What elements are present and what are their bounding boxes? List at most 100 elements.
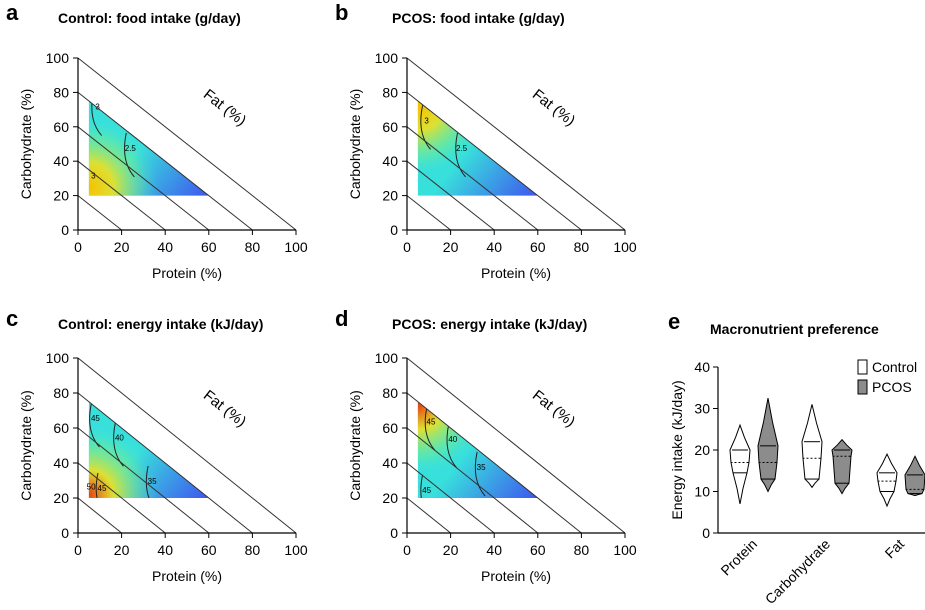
legend-swatch	[857, 379, 868, 395]
y-axis-title: Carbohydrate (%)	[347, 89, 363, 200]
x-tick-label: 80	[574, 542, 590, 558]
x-tick-label: 80	[245, 239, 261, 255]
panel-title: Macronutrient preference	[710, 321, 879, 337]
contour-line	[474, 451, 486, 497]
violin-control	[876, 452, 898, 508]
fat-isoline	[406, 392, 582, 534]
x-tick-label: 20	[443, 239, 459, 255]
x-tick-label: 0	[74, 542, 82, 558]
y-tick-label: 100	[46, 350, 70, 366]
contour-line	[455, 132, 466, 178]
y-tick-label: 80	[53, 385, 69, 401]
legend-label: PCOS	[872, 379, 912, 395]
y-tick-label: 0	[390, 222, 398, 238]
fat-isoline	[406, 57, 626, 231]
x-tick-label: 100	[284, 542, 308, 558]
panel-letter: b	[335, 0, 348, 25]
panel-title: Control: energy intake (kJ/day)	[58, 316, 263, 332]
y-tick-label: 30	[694, 401, 710, 417]
x-axis-title: Protein (%)	[481, 568, 551, 584]
contour-label: 40	[115, 433, 124, 442]
fat-isoline	[406, 427, 539, 534]
contour-label: 45	[91, 414, 100, 423]
contour-label: 35	[477, 463, 486, 472]
contour-label: 45	[427, 418, 436, 427]
x-tick-label: 0	[403, 239, 411, 255]
legend-swatch	[857, 359, 868, 375]
y-tick-label: 80	[53, 84, 69, 100]
panel-letter: d	[335, 306, 348, 331]
violin-control	[729, 423, 751, 505]
y-axis-title: Energy intake (kJ/day)	[669, 380, 685, 519]
x-tick-label: 40	[486, 542, 502, 558]
y-tick-label: 10	[694, 484, 710, 500]
contour-label: 40	[448, 435, 457, 444]
y-tick-label: 60	[382, 119, 398, 135]
panel-b: b PCOS: food intake (g/day) 3 2.5 0 20 40 60 80 1…	[335, 0, 637, 281]
y-tick-label: 0	[61, 222, 69, 238]
fat-isoline	[77, 195, 122, 231]
contour-line	[420, 474, 431, 498]
y-tick-label: 40	[694, 359, 710, 375]
panel-e: e Macronutrient preference 0 10 20 30 40 Energy…	[668, 309, 925, 607]
fat-isoline	[77, 427, 210, 534]
fat-isoline	[406, 357, 626, 534]
contour-label: 45	[98, 484, 107, 493]
y-tick-label: 40	[53, 153, 69, 169]
y-tick-label: 20	[53, 490, 69, 506]
y-tick-label: 60	[382, 420, 398, 436]
contour-line	[145, 465, 157, 498]
contour-line	[420, 105, 431, 150]
x-tick-label: 80	[574, 239, 590, 255]
x-tick-label: 100	[613, 239, 637, 255]
violin-pcos	[757, 398, 779, 493]
y-tick-label: 60	[53, 420, 69, 436]
x-tick-label: 60	[201, 239, 217, 255]
x-axis-title: Protein (%)	[152, 265, 222, 281]
x-tick-label: Carbohydrate	[762, 536, 833, 607]
x-tick-label: Fat	[881, 536, 907, 562]
x-tick-label: 100	[613, 542, 637, 558]
fat-isoline	[406, 462, 495, 534]
fat-isoline	[77, 92, 253, 231]
x-tick-label: 20	[114, 239, 130, 255]
contour-line	[124, 132, 135, 178]
y-tick-label: 100	[375, 50, 399, 66]
panel-title: PCOS: energy intake (kJ/day)	[392, 316, 587, 332]
contour-label: 2.5	[456, 144, 468, 153]
panel-letter: e	[668, 309, 680, 334]
y-tick-label: 80	[382, 84, 398, 100]
y-tick-label: 0	[61, 525, 69, 541]
x-tick-label: Protein	[717, 536, 760, 579]
fat-axis-label: Fat (%)	[529, 387, 578, 431]
x-tick-label: 20	[114, 542, 130, 558]
y-tick-label: 0	[390, 525, 398, 541]
y-tick-label: 40	[53, 455, 69, 471]
x-tick-label: 100	[284, 239, 308, 255]
contour-line	[424, 406, 436, 451]
y-tick-label: 20	[382, 188, 398, 204]
fat-axis-label: Fat (%)	[200, 86, 249, 130]
x-axis-title: Protein (%)	[152, 568, 222, 584]
contour-label: 45	[422, 486, 431, 495]
contour-label: 3	[95, 103, 100, 112]
y-tick-label: 80	[382, 385, 398, 401]
x-tick-label: 0	[74, 239, 82, 255]
x-tick-label: 40	[157, 239, 173, 255]
violin-control	[801, 404, 823, 489]
x-tick-label: 40	[157, 542, 173, 558]
x-tick-label: 40	[486, 239, 502, 255]
contour-line	[113, 422, 124, 467]
y-tick-label: 100	[46, 50, 70, 66]
y-tick-label: 40	[382, 153, 398, 169]
y-tick-label: 0	[702, 525, 710, 541]
contour-line	[89, 402, 100, 448]
panel-letter: c	[6, 306, 18, 331]
panel-c: c Control: energy intake (kJ/day) 45 40 35 50…	[6, 306, 308, 584]
violin-pcos	[904, 455, 925, 497]
contour-label: 50	[87, 482, 96, 491]
x-tick-label: 60	[530, 542, 546, 558]
x-tick-label: 60	[201, 542, 217, 558]
violin-pcos	[831, 438, 853, 495]
